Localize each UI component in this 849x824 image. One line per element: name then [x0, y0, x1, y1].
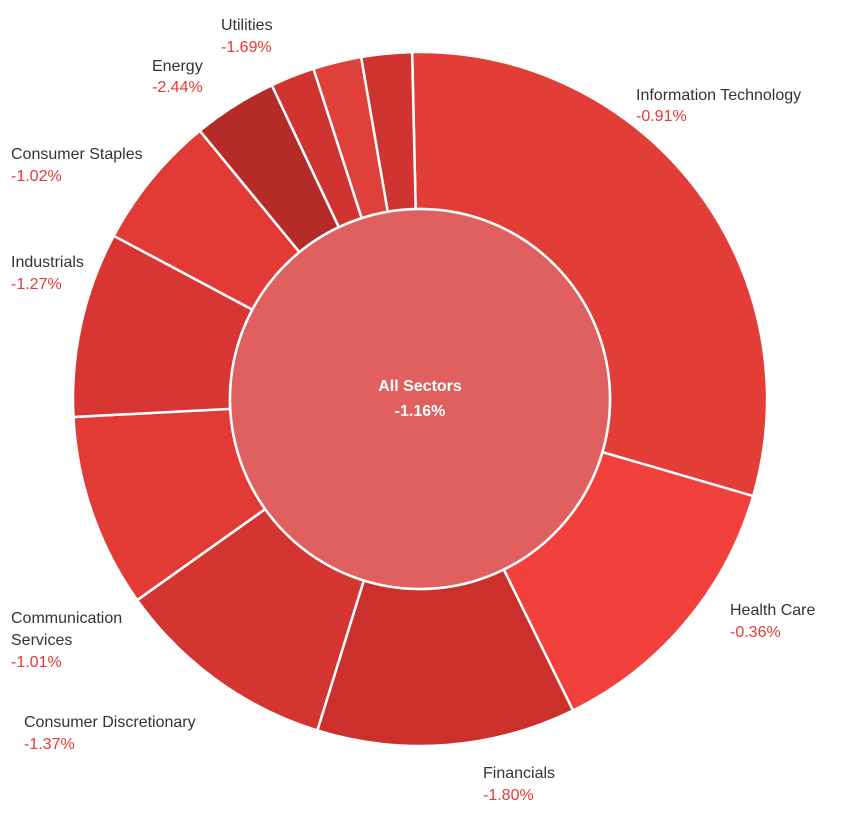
labels-group: Information Technology -0.91% Health Car… — [11, 17, 815, 804]
slice-label-name: Consumer Staples — [11, 146, 143, 163]
slice-label-value: -1.02% — [11, 168, 62, 185]
slice-label-value: -1.27% — [11, 276, 62, 293]
slice-label-name: Industrials — [11, 254, 84, 271]
slices-group — [71, 50, 769, 748]
center-label: All Sectors — [378, 378, 462, 395]
slice-label-value: -0.36% — [730, 624, 781, 641]
slice-label-value: -2.44% — [152, 79, 203, 96]
center-value: -1.16% — [395, 403, 446, 420]
slice-label-name: Utilities — [221, 17, 273, 34]
slice-label-value: -0.91% — [636, 108, 687, 125]
slice-label-name: Health Care — [730, 602, 815, 619]
slice-label-value: -1.01% — [11, 654, 62, 671]
slice-label-name: Information Technology — [636, 87, 801, 104]
slice-label-name: Financials — [483, 765, 555, 782]
slice-label-name: Consumer Discretionary — [24, 714, 196, 731]
slice-label-value: -1.37% — [24, 736, 75, 753]
slice-label-name-line1: Communication — [11, 610, 122, 627]
slice-label-value: -1.69% — [221, 39, 272, 56]
slice-label-name: Communication Services — [11, 610, 127, 649]
slice-label-value: -1.80% — [483, 787, 534, 804]
center-circle[interactable] — [228, 207, 612, 591]
slice-label-name: Energy — [152, 58, 203, 75]
slice-label-name-line2: Services — [11, 632, 72, 649]
